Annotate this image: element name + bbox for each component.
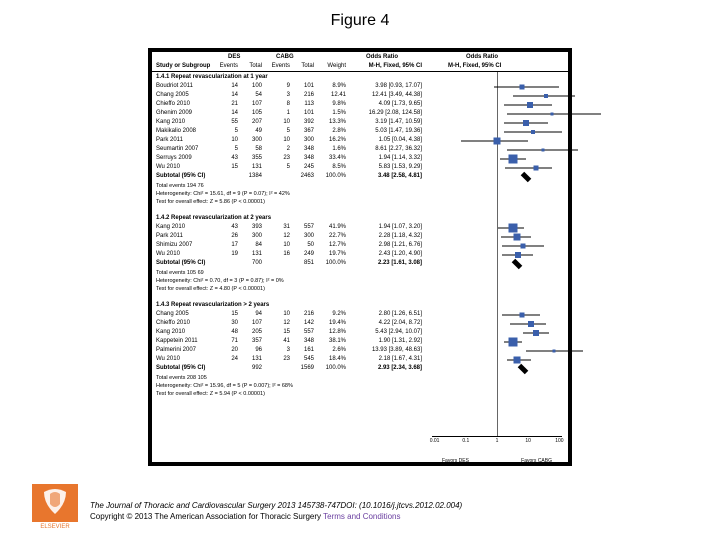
- overall-test: Test for overall effect: Z = 5.94 (P < 0…: [156, 391, 265, 398]
- axis-tick: 10: [525, 438, 531, 445]
- total-events: Total events 105 69: [156, 270, 204, 277]
- elsevier-logo: ELSEVIER: [32, 484, 78, 530]
- overall-test: Test for overall effect: Z = 5.86 (P < 0…: [156, 199, 265, 206]
- logo-text: ELSEVIER: [40, 524, 70, 530]
- section-title: 1.4.3 Repeat revascularization > 2 years: [156, 302, 269, 309]
- point-marker: [508, 338, 517, 347]
- hdr-e1: Events: [216, 63, 238, 70]
- x-axis: 0.01 0.1 1 10 100: [432, 436, 562, 448]
- axis-tick: 1: [496, 438, 499, 445]
- hdr-grp1: DES: [228, 54, 240, 61]
- heterogeneity: Heterogeneity: Chi² = 15.96, df = 5 (P =…: [156, 383, 293, 390]
- table-header: DES CABG Odds Ratio Odds Ratio Study or …: [152, 54, 568, 72]
- hdr-or-top2: Odds Ratio: [466, 54, 498, 61]
- ci-line: [494, 87, 559, 88]
- point-marker: [533, 330, 539, 336]
- citation-line2: Copyright © 2013 The American Associatio…: [90, 511, 660, 522]
- point-marker: [553, 350, 556, 353]
- hdr-t2: Total: [292, 63, 314, 70]
- axis-tick: 100: [555, 438, 563, 445]
- point-marker: [508, 155, 517, 164]
- heterogeneity: Heterogeneity: Chi² = 0.70, df = 3 (P = …: [156, 278, 284, 285]
- point-marker: [550, 113, 553, 116]
- point-marker: [519, 85, 524, 90]
- point-marker: [534, 166, 539, 171]
- point-marker: [531, 130, 535, 134]
- hdr-mh2: M-H, Fixed, 95% CI: [448, 63, 501, 70]
- hdr-e2: Events: [268, 63, 290, 70]
- total-events: Total events 208 105: [156, 375, 207, 382]
- hdr-w: Weight: [318, 63, 346, 70]
- ci-line: [507, 114, 601, 115]
- forest-plot: DES CABG Odds Ratio Odds Ratio Study or …: [152, 52, 568, 462]
- diamond-marker: [520, 172, 531, 183]
- overall-test: Test for overall effect: Z = 4.80 (P < 0…: [156, 286, 265, 293]
- point-marker: [513, 234, 520, 241]
- figure-title: Figure 4: [0, 0, 720, 30]
- point-marker: [508, 224, 517, 233]
- section-title: 1.4.1 Repeat revascularization at 1 year: [156, 74, 268, 81]
- forest-axis-area: [432, 72, 562, 436]
- point-marker: [519, 313, 524, 318]
- favors-left: Favors DES: [442, 458, 469, 465]
- terms-link[interactable]: Terms and Conditions: [323, 512, 400, 521]
- ci-line: [505, 168, 552, 169]
- null-line: [497, 72, 498, 436]
- point-marker: [544, 94, 548, 98]
- point-marker: [521, 244, 526, 249]
- heterogeneity: Heterogeneity: Chi² = 15.61, df = 9 (P =…: [156, 191, 290, 198]
- axis-tick: 0.1: [462, 438, 469, 445]
- diamond-marker: [518, 364, 529, 375]
- hdr-or-top: Odds Ratio: [366, 54, 398, 61]
- total-events: Total events 194 76: [156, 183, 204, 190]
- point-marker: [515, 252, 521, 258]
- hdr-grp2: CABG: [276, 54, 294, 61]
- point-marker: [494, 138, 501, 145]
- point-marker: [528, 321, 534, 327]
- point-marker: [513, 357, 520, 364]
- diamond-marker: [511, 259, 522, 270]
- section-title: 1.4.2 Repeat revascularization at 2 year…: [156, 215, 271, 222]
- axis-tick: 0.01: [430, 438, 440, 445]
- forest-plot-frame: DES CABG Odds Ratio Odds Ratio Study or …: [148, 48, 572, 466]
- favors-right: Favors CABG: [521, 458, 552, 465]
- point-marker: [527, 102, 533, 108]
- point-marker: [523, 120, 529, 126]
- hdr-t1: Total: [240, 63, 262, 70]
- citation-line1: The Journal of Thoracic and Cardiovascul…: [90, 500, 660, 511]
- hdr-mh: M-H, Fixed, 95% CI: [350, 63, 422, 70]
- point-marker: [541, 149, 544, 152]
- citation-footer: The Journal of Thoracic and Cardiovascul…: [90, 500, 660, 522]
